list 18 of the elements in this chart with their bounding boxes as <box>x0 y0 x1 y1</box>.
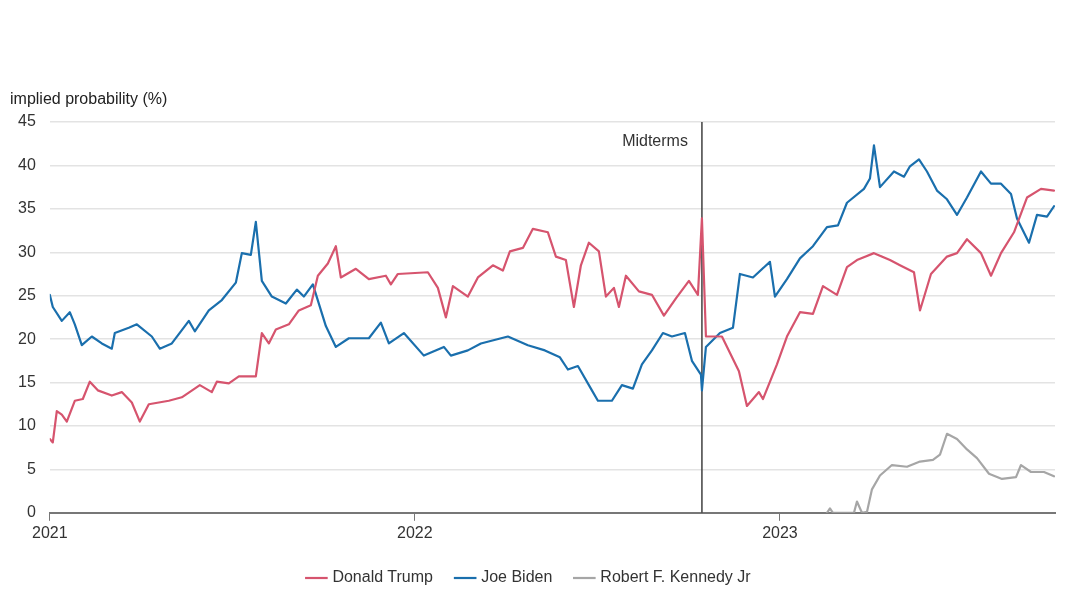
y-tick-label: 30 <box>18 242 36 260</box>
y-tick-label: 25 <box>18 286 36 304</box>
legend-label: Robert F. Kennedy Jr <box>600 568 752 586</box>
y-tick-label: 15 <box>18 372 36 390</box>
legend-label: Donald Trump <box>332 568 433 586</box>
y-tick-label: 5 <box>26 459 36 477</box>
x-tick-label: 2022 <box>397 523 433 541</box>
x-tick-label: 2023 <box>762 523 798 541</box>
y-tick-label: 10 <box>18 416 36 434</box>
legend-label: Joe Biden <box>481 568 553 586</box>
ref-line-label: Midterms <box>622 132 688 150</box>
y-tick-label: 45 <box>18 112 36 130</box>
x-tick-label: 2021 <box>32 523 68 541</box>
y-tick-label: 40 <box>18 155 36 173</box>
y-tick-label: 20 <box>18 329 36 347</box>
y-tick-label: 0 <box>26 503 36 521</box>
y-tick-label: 35 <box>18 199 36 217</box>
y-axis-title: implied probability (%) <box>10 90 168 108</box>
